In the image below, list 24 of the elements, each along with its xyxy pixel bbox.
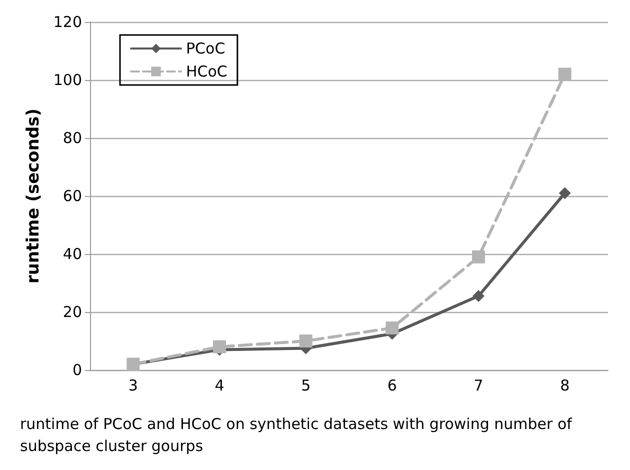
x-tick-label: 5 <box>301 376 311 394</box>
point <box>558 68 572 81</box>
point <box>386 321 399 334</box>
x-tick-label: 8 <box>560 376 570 394</box>
y-tick-label: 80 <box>62 129 82 147</box>
x-tick-label: 4 <box>214 376 224 394</box>
legend-label: HCoC <box>186 62 228 80</box>
y-tick-label: 20 <box>62 303 82 321</box>
point <box>299 334 312 348</box>
x-tick-label: 7 <box>474 376 484 394</box>
x-tick-label: 3 <box>128 376 138 394</box>
legend-label: PCoC <box>186 40 226 58</box>
point <box>558 187 571 200</box>
y-tick-label: 60 <box>62 187 82 205</box>
y-axis-title: runtime (seconds) <box>24 108 44 284</box>
y-tick-label: 0 <box>72 361 82 379</box>
x-axis-title: runtime of PCoC and HCoC on synthetic datasets with growing number of subspace cluster gourps <box>20 415 577 455</box>
point <box>472 250 485 264</box>
y-tick-label: 100 <box>53 71 82 89</box>
point <box>213 340 226 354</box>
y-tick-label: 120 <box>53 13 82 31</box>
y-tick-label: 40 <box>62 245 82 263</box>
point <box>472 290 484 302</box>
x-tick-label: 6 <box>387 376 397 394</box>
